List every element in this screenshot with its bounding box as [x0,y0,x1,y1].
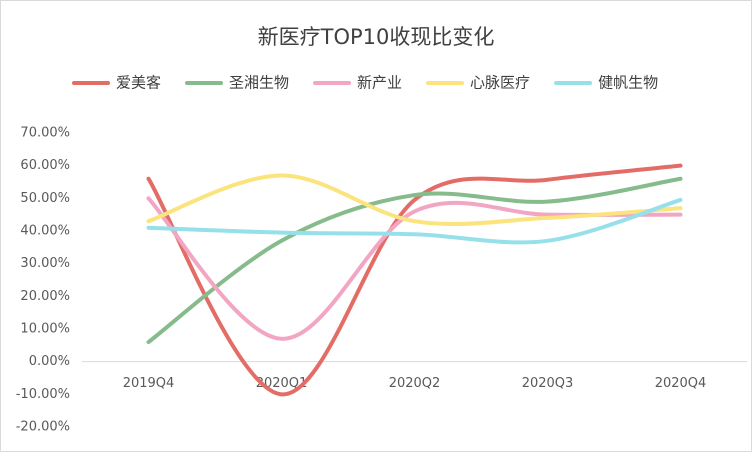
legend-label: 心脉医疗 [470,74,530,92]
y-tick-label: 0.00% [29,354,70,369]
y-tick-label: 60.00% [20,158,70,173]
y-tick-label: 10.00% [20,322,70,337]
y-tick-label: -20.00% [16,420,70,435]
series-line [146,173,683,226]
y-tick-label: 20.00% [20,289,70,304]
y-tick-label: 70.00% [20,126,70,141]
x-tick-label: 2020Q3 [522,376,574,391]
y-tick-label: 30.00% [20,256,70,271]
series-line [146,176,683,345]
legend-label: 健帆生物 [598,74,658,92]
chart-title: 新医疗TOP10收现比变化 [258,25,495,49]
legend-label: 新产业 [357,74,402,92]
y-tick-label: 40.00% [20,224,70,239]
legend-label: 圣湘生物 [229,74,289,92]
y-tick-label: 50.00% [20,191,70,206]
y-tick-label: -10.00% [16,387,70,402]
series-line [146,197,683,245]
x-tick-label: 2019Q4 [123,376,175,391]
legend-label: 爱美客 [116,74,161,92]
x-tick-label: 2020Q2 [389,376,441,391]
x-tick-label: 2020Q4 [655,376,707,391]
